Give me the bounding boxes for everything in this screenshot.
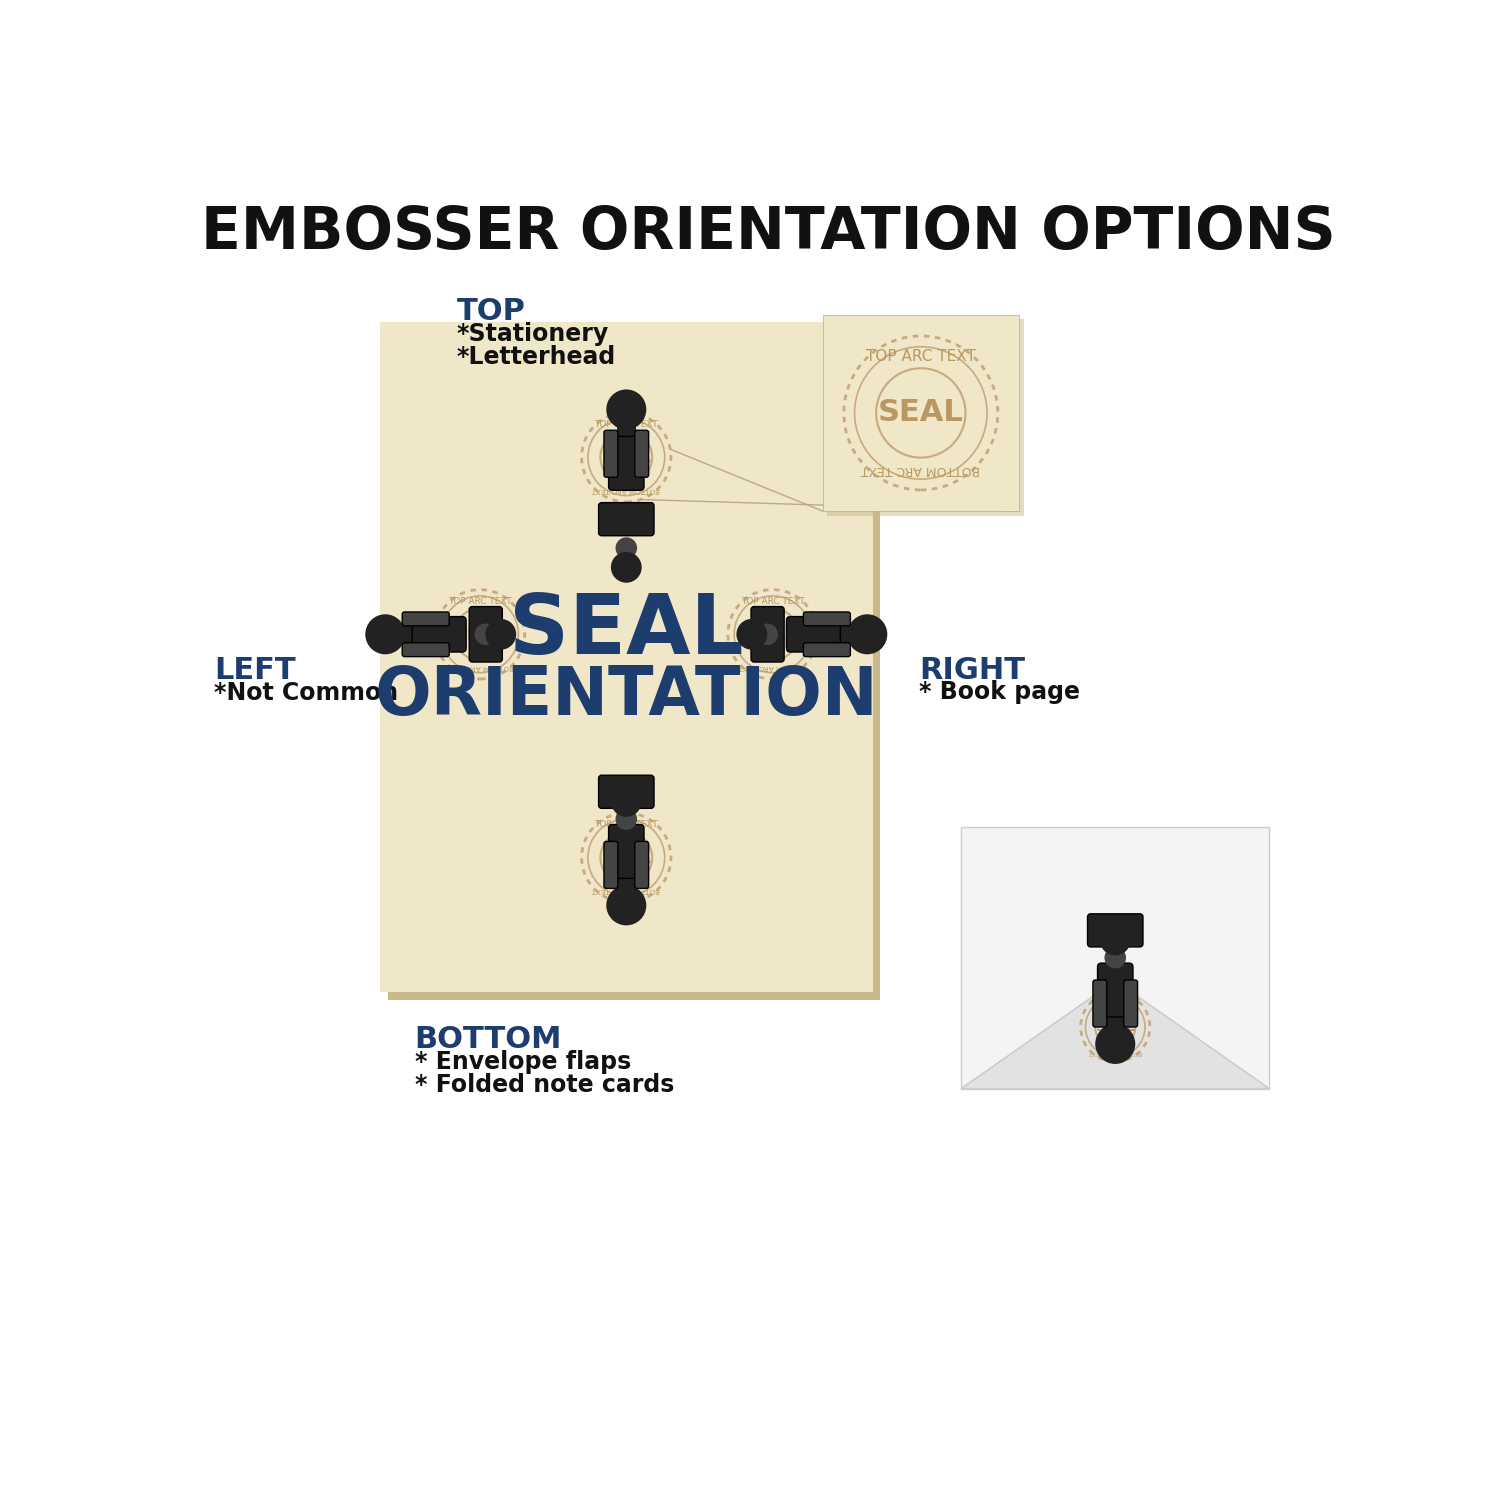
Text: BOTTOM: BOTTOM (414, 1026, 562, 1054)
Text: *Stationery: *Stationery (458, 321, 609, 345)
FancyBboxPatch shape (604, 842, 618, 888)
Text: Perfect for envelope flaps: Perfect for envelope flaps (969, 852, 1238, 871)
FancyBboxPatch shape (470, 606, 502, 662)
Bar (616, 852, 636, 894)
FancyBboxPatch shape (413, 616, 466, 652)
Bar (962, 827, 1269, 1089)
Text: SEAL: SEAL (878, 399, 963, 427)
FancyBboxPatch shape (634, 842, 648, 888)
Bar (398, 626, 439, 644)
Bar (828, 320, 1023, 516)
Text: BOTTOM ARC TEXT: BOTTOM ARC TEXT (861, 462, 981, 476)
Circle shape (615, 808, 638, 830)
Circle shape (486, 620, 516, 650)
FancyBboxPatch shape (634, 430, 648, 477)
Circle shape (1095, 1024, 1136, 1063)
FancyBboxPatch shape (1094, 980, 1107, 1028)
Circle shape (366, 615, 405, 654)
Text: SEAL: SEAL (602, 448, 651, 466)
Circle shape (736, 620, 766, 650)
Circle shape (1100, 924, 1131, 956)
FancyBboxPatch shape (1124, 980, 1137, 1028)
FancyBboxPatch shape (804, 612, 850, 626)
Text: BOTTOM ARC TEXT: BOTTOM ARC TEXT (1089, 1050, 1142, 1054)
FancyBboxPatch shape (604, 430, 618, 477)
Text: EMBOSSER ORIENTATION OPTIONS: EMBOSSER ORIENTATION OPTIONS (201, 204, 1336, 261)
Polygon shape (962, 981, 1269, 1089)
Bar (616, 422, 636, 464)
Text: BOTTOM ARC TEXT: BOTTOM ARC TEXT (592, 886, 660, 892)
Circle shape (615, 537, 638, 560)
Bar (813, 626, 856, 644)
Bar (822, 315, 1019, 512)
Circle shape (1104, 946, 1126, 969)
Circle shape (610, 786, 642, 818)
Text: TOP: TOP (458, 297, 526, 326)
Text: * Book page: * Book page (920, 681, 1080, 705)
Text: BOTTOM ARC TEXT: BOTTOM ARC TEXT (738, 664, 807, 670)
Text: ORIENTATION: ORIENTATION (375, 663, 878, 729)
Circle shape (606, 885, 646, 926)
Text: SEAL: SEAL (1096, 1020, 1134, 1034)
Text: TOP ARC TEXT: TOP ARC TEXT (865, 350, 976, 364)
Text: BOTTOM ARC TEXT: BOTTOM ARC TEXT (446, 664, 514, 670)
Text: BOTTOM: BOTTOM (969, 827, 1116, 856)
Text: TOP ARC TEXT: TOP ARC TEXT (594, 420, 658, 429)
Text: *Letterhead: *Letterhead (458, 345, 616, 369)
Text: SEAL: SEAL (454, 626, 506, 644)
Text: SEAL: SEAL (602, 849, 651, 867)
Text: *Not Common: *Not Common (214, 681, 399, 705)
Circle shape (610, 552, 642, 582)
FancyBboxPatch shape (402, 644, 448, 657)
FancyBboxPatch shape (1098, 963, 1132, 1017)
FancyBboxPatch shape (786, 616, 840, 652)
FancyBboxPatch shape (804, 644, 850, 657)
Text: BOTTOM ARC TEXT: BOTTOM ARC TEXT (592, 488, 660, 494)
Text: TOP ARC TEXT: TOP ARC TEXT (594, 821, 658, 830)
FancyBboxPatch shape (609, 436, 644, 490)
FancyBboxPatch shape (1088, 914, 1143, 946)
Text: or bottom of page seals: or bottom of page seals (969, 873, 1218, 892)
Circle shape (847, 615, 888, 654)
Circle shape (606, 390, 646, 429)
Text: SEAL: SEAL (747, 626, 798, 644)
Bar (380, 322, 873, 993)
Text: TOP ARC TEXT: TOP ARC TEXT (741, 597, 804, 606)
Text: * Envelope flaps: * Envelope flaps (414, 1050, 632, 1074)
Circle shape (474, 624, 496, 645)
Bar (1106, 990, 1125, 1032)
Text: LEFT: LEFT (214, 656, 296, 686)
Bar (387, 330, 880, 1001)
FancyBboxPatch shape (752, 606, 784, 662)
FancyBboxPatch shape (598, 776, 654, 808)
FancyBboxPatch shape (402, 612, 448, 626)
Text: TOP ARC TEXT: TOP ARC TEXT (448, 597, 512, 606)
FancyBboxPatch shape (598, 503, 654, 536)
Text: * Folded note cards: * Folded note cards (414, 1072, 674, 1096)
FancyBboxPatch shape (609, 825, 644, 879)
Text: SEAL: SEAL (509, 590, 744, 670)
Circle shape (756, 624, 778, 645)
Text: RIGHT: RIGHT (920, 656, 1024, 686)
Text: TOP ARC TEXT: TOP ARC TEXT (1090, 999, 1140, 1005)
